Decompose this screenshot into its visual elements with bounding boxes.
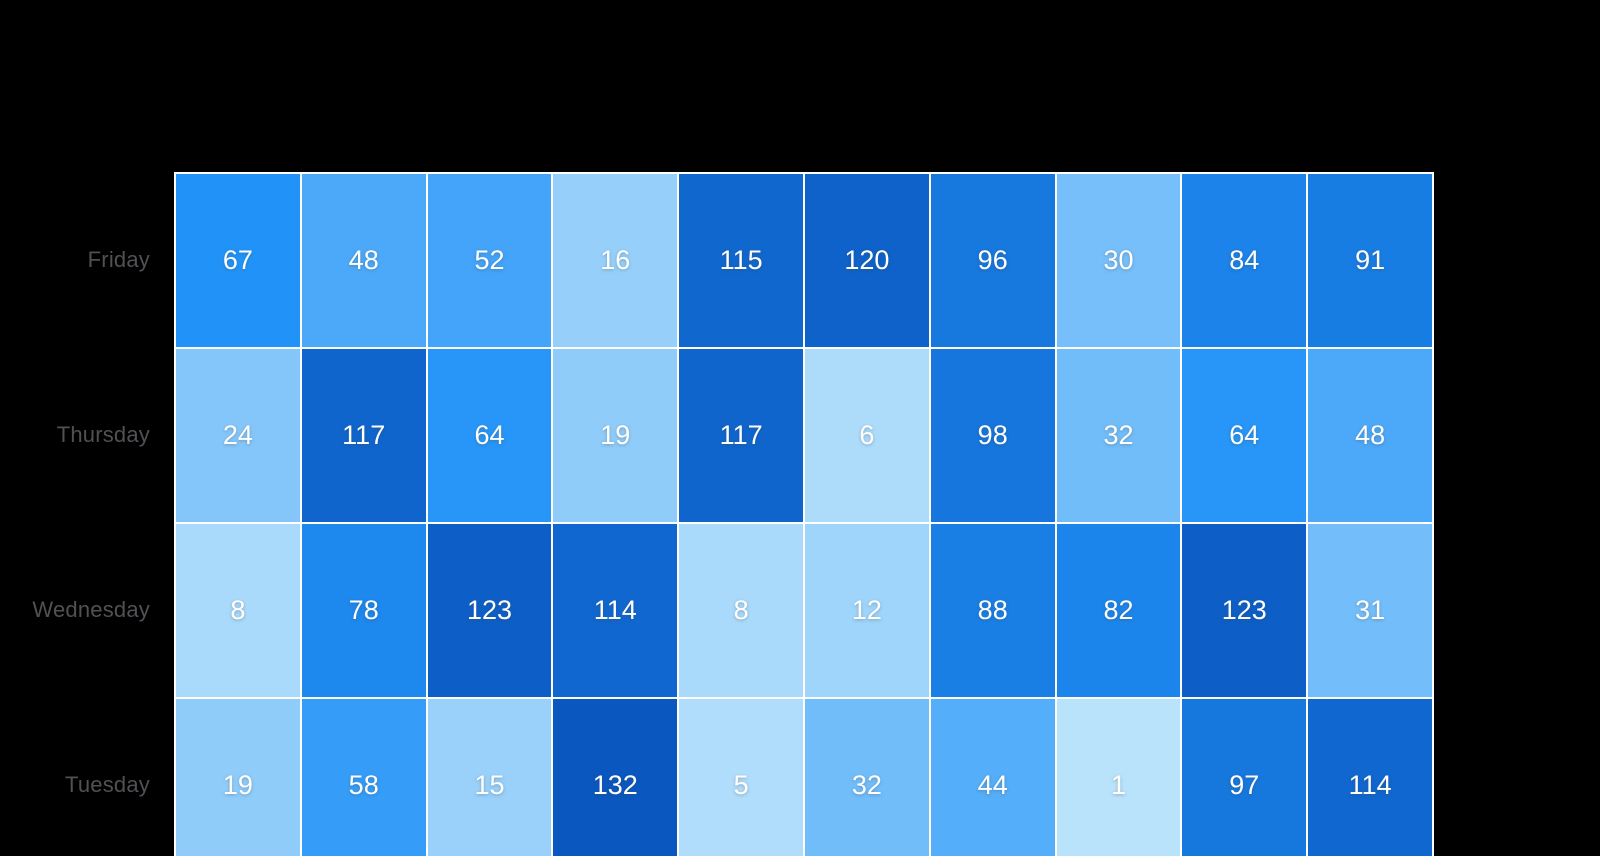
heatmap-cell[interactable]: 6 xyxy=(805,349,929,522)
heatmap-cell[interactable]: 64 xyxy=(1182,349,1307,522)
heatmap-cell[interactable]: 98 xyxy=(930,349,1055,522)
heatmap-cell[interactable]: 52 xyxy=(427,174,552,347)
heatmap-cell[interactable]: 1 xyxy=(1056,699,1181,856)
heatmap-cell[interactable]: 64 xyxy=(427,349,552,522)
heatmap-cell[interactable]: 123 xyxy=(1182,524,1307,697)
heatmap-cell[interactable]: 78 xyxy=(301,524,426,697)
heatmap-cell[interactable]: 30 xyxy=(1056,174,1181,347)
heatmap-cell[interactable]: 117 xyxy=(301,349,426,522)
heatmap-cell[interactable]: 8 xyxy=(679,524,803,697)
heatmap-cell[interactable]: 8 xyxy=(176,524,300,697)
heatmap-cell[interactable]: 16 xyxy=(553,174,678,347)
heatmap-cell[interactable]: 82 xyxy=(1056,524,1181,697)
heatmap-cell[interactable]: 19 xyxy=(553,349,678,522)
heatmap-cell[interactable]: 44 xyxy=(930,699,1055,856)
heatmap-cell[interactable]: 115 xyxy=(679,174,803,347)
row-label-tuesday: Tuesday xyxy=(65,771,150,797)
heatmap-cell[interactable]: 19 xyxy=(176,699,300,856)
heatmap-cell[interactable]: 31 xyxy=(1308,524,1432,697)
heatmap-cell[interactable]: 123 xyxy=(427,524,552,697)
heatmap-cell[interactable]: 91 xyxy=(1308,174,1432,347)
heatmap-grid: 67 48 52 16 115 120 96 30 84 91 24 117 64 19 117 6 98 32 6… xyxy=(174,172,1434,856)
row-label-thursday: Thursday xyxy=(56,421,150,447)
heatmap-cell[interactable]: 114 xyxy=(553,524,678,697)
heatmap-cell[interactable]: 58 xyxy=(301,699,426,856)
heatmap-cell[interactable]: 12 xyxy=(805,524,929,697)
heatmap-cell[interactable]: 120 xyxy=(805,174,929,347)
heatmap-cell[interactable]: 114 xyxy=(1308,699,1432,856)
heatmap-cell[interactable]: 24 xyxy=(176,349,300,522)
row-label-wednesday: Wednesday xyxy=(32,596,150,622)
heatmap-cell[interactable]: 96 xyxy=(930,174,1055,347)
heatmap-cell[interactable]: 88 xyxy=(930,524,1055,697)
heatmap-cell[interactable]: 32 xyxy=(1056,349,1181,522)
heatmap-cell[interactable]: 15 xyxy=(427,699,552,856)
heatmap-cell[interactable]: 32 xyxy=(805,699,929,856)
heatmap-cell[interactable]: 97 xyxy=(1182,699,1307,856)
heatmap-cell[interactable]: 67 xyxy=(176,174,300,347)
heatmap-cell[interactable]: 5 xyxy=(679,699,803,856)
heatmap-cell[interactable]: 117 xyxy=(679,349,803,522)
heatmap-cell[interactable]: 48 xyxy=(1308,349,1432,522)
heatmap-cell[interactable]: 132 xyxy=(553,699,678,856)
row-label-friday: Friday xyxy=(87,246,150,272)
heatmap-cell[interactable]: 84 xyxy=(1182,174,1307,347)
heatmap-cell[interactable]: 48 xyxy=(301,174,426,347)
